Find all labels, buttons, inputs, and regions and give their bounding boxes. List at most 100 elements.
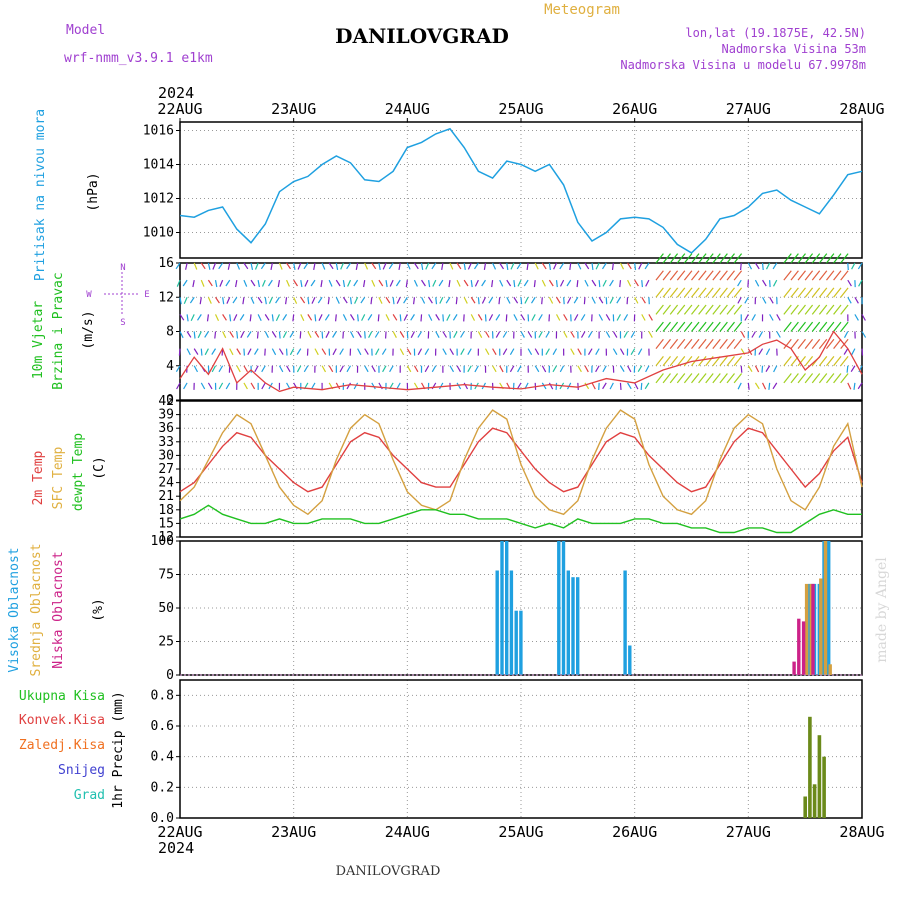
- wind-barb: [193, 262, 198, 270]
- wind-barb: [669, 270, 679, 281]
- wind-barb: [229, 348, 234, 356]
- precip-bar: [803, 796, 807, 818]
- wind-barb: [456, 262, 462, 270]
- wind-barb: [641, 296, 646, 304]
- wind-barb: [595, 262, 600, 270]
- wind-barb: [339, 365, 344, 373]
- wind-barb: [278, 365, 284, 373]
- wind-barb: [772, 262, 778, 270]
- wind-barb: [840, 253, 849, 264]
- wind-barb: [403, 296, 408, 304]
- wind-barb: [392, 297, 395, 305]
- wind-barb: [448, 280, 451, 288]
- wind-barb: [612, 331, 618, 338]
- date-label-top: 27AUG: [726, 100, 771, 118]
- wind-barb: [616, 296, 621, 304]
- wind-barb: [190, 314, 195, 321]
- wind-barb: [297, 262, 302, 270]
- wind-barb: [826, 253, 835, 264]
- wind-barb: [385, 296, 391, 304]
- wind-barb: [630, 331, 636, 338]
- wind-barb: [740, 365, 743, 373]
- wind-barb: [175, 365, 181, 373]
- wind-barb: [662, 304, 671, 315]
- wind-barb: [467, 365, 472, 373]
- wind-barb: [833, 270, 842, 281]
- wind-barb: [229, 314, 232, 322]
- wind-barb: [357, 314, 359, 322]
- wind-barb: [193, 365, 199, 373]
- wind-barb: [264, 297, 267, 305]
- wind-barb: [733, 373, 743, 384]
- wind-barb: [638, 262, 643, 270]
- wind-barb: [705, 270, 714, 281]
- wind-barb: [470, 296, 476, 304]
- wind-barb: [527, 348, 533, 355]
- date-label-bottom: 24AUG: [385, 823, 430, 841]
- wind-barb: [236, 365, 241, 373]
- wind-barb: [555, 314, 561, 321]
- wind-barb: [421, 279, 426, 287]
- wind-barb: [513, 314, 518, 321]
- y-tick-label: 21: [158, 489, 174, 504]
- wind-barb: [669, 287, 679, 298]
- wind-barb: [424, 365, 430, 373]
- wind-barb: [744, 296, 749, 304]
- wind-barb: [577, 365, 582, 373]
- wind-barb: [676, 338, 686, 349]
- wind-barb: [307, 297, 310, 305]
- wind-barb: [559, 262, 565, 270]
- wind-barb: [278, 262, 283, 270]
- wind-barb: [712, 270, 721, 281]
- model-altitude-label: Nadmorska Visina u modelu 67.9978m: [620, 58, 866, 72]
- wind-barb: [733, 253, 743, 264]
- wind-barb: [261, 279, 266, 287]
- wind-barb: [435, 314, 440, 321]
- high-cloud-bar: [623, 570, 627, 675]
- legend-freezing-rain: Zaledj.Kisa: [19, 738, 105, 753]
- wind-barb: [219, 279, 224, 287]
- wind-barb: [200, 382, 206, 390]
- wind-barb: [488, 296, 494, 304]
- wind-barb: [733, 321, 743, 332]
- high-cloud-bar: [509, 570, 514, 675]
- wind-barb: [417, 331, 423, 338]
- precip-bar: [808, 716, 812, 818]
- wind-barb: [186, 348, 191, 356]
- wind-barb: [477, 331, 483, 338]
- cloud-unit: (%): [91, 598, 106, 621]
- wind-barb: [669, 253, 679, 264]
- wind-barb: [634, 262, 637, 271]
- wind-barb: [229, 331, 235, 338]
- wind-barb: [498, 297, 501, 305]
- wind-barb: [506, 296, 511, 304]
- wind-barb: [193, 348, 199, 355]
- wind-barb: [783, 253, 792, 264]
- high-cloud-bar: [519, 610, 523, 675]
- wind-barb: [833, 287, 842, 298]
- date-label-bottom: 28AUG: [839, 823, 884, 841]
- low-cloud-bar: [801, 621, 806, 675]
- wind-barb: [313, 262, 316, 271]
- wind-barb: [214, 331, 217, 339]
- wind-barb: [357, 331, 362, 338]
- wind-barb: [254, 365, 259, 373]
- wind-barb: [185, 262, 188, 270]
- wind-barb: [526, 262, 529, 270]
- wind-barb: [691, 270, 700, 281]
- wind-barb: [371, 262, 377, 270]
- wind-barb: [698, 304, 707, 315]
- wind-barb: [584, 279, 589, 287]
- wind-barb: [176, 382, 181, 390]
- wind-barb: [502, 331, 508, 338]
- wind-barb: [300, 280, 303, 288]
- temp-labels: 2m Temp SFC Temp dewpt Temp (C): [31, 433, 107, 511]
- wind-barb: [818, 356, 828, 367]
- wind-barb: [545, 331, 550, 338]
- wind-barb: [271, 314, 274, 322]
- legend-total-rain: Ukupna Kisa: [19, 689, 105, 704]
- wind-barb: [268, 296, 273, 304]
- wind-barb: [296, 365, 302, 373]
- wind-barb: [655, 373, 664, 384]
- wind-barb: [719, 253, 728, 264]
